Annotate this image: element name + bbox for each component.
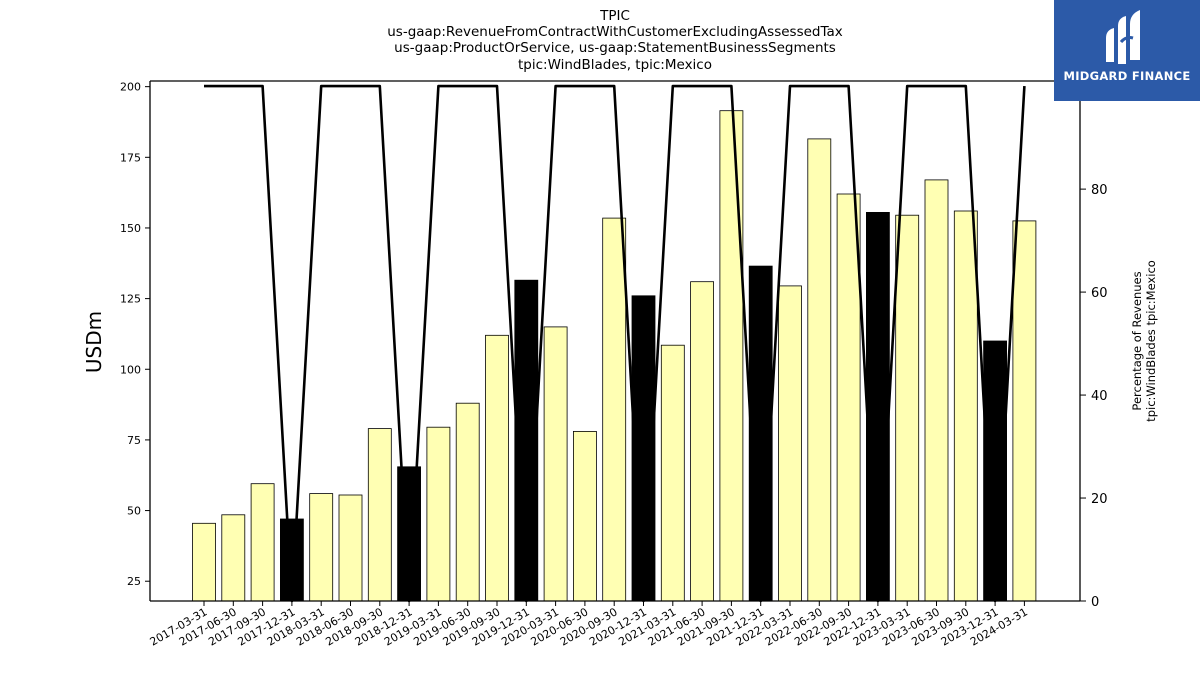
y-tick-label-25: 25 xyxy=(127,575,141,588)
logo-text: MIDGARD FINANCE xyxy=(1063,69,1191,83)
title-line-3: us-gaap:ProductOrService, us-gaap:Statem… xyxy=(394,40,836,56)
bar-2018-06-30 xyxy=(338,494,363,602)
bar-2017-03-31 xyxy=(192,522,216,602)
bars xyxy=(192,110,1037,602)
bar-2022-06-30 xyxy=(807,138,832,602)
bar-2021-06-30 xyxy=(690,281,714,602)
bar-2021-09-30 xyxy=(719,110,744,602)
y-right-tick-label-0: 0 xyxy=(1091,595,1099,610)
logo-mark-icon xyxy=(1106,10,1140,64)
y-tick-label-75: 75 xyxy=(127,434,141,447)
bar-2020-09-30 xyxy=(602,217,627,602)
bar-2020-06-30 xyxy=(573,430,597,602)
bar-2017-09-30 xyxy=(250,483,275,602)
line-layer xyxy=(204,84,1026,603)
bar-2022-12-31 xyxy=(866,211,890,602)
bar-2019-09-30 xyxy=(485,334,509,602)
y-axis-right-label-line-2: tpic:WindBlades tpic:Mexico xyxy=(1144,260,1158,422)
y-right-tick-label-60: 60 xyxy=(1091,286,1108,301)
percentage-line xyxy=(204,84,1026,603)
y-right-tick-label-80: 80 xyxy=(1091,183,1108,198)
y-tick-label-50: 50 xyxy=(127,505,141,518)
bar-2024-03-31 xyxy=(1012,220,1037,602)
y-tick-label-125: 125 xyxy=(120,293,141,306)
bar-2019-06-30 xyxy=(455,402,480,602)
bar-2023-03-31 xyxy=(895,214,920,602)
bar-2018-03-31 xyxy=(309,493,334,602)
title-line-2: us-gaap:RevenueFromContractWithCustomerE… xyxy=(387,24,843,40)
chart-title: TPIC us-gaap:RevenueFromContractWithCust… xyxy=(387,8,843,73)
bar-2019-03-31 xyxy=(426,426,451,602)
bar-2023-09-30 xyxy=(953,210,978,602)
title-line-4: tpic:WindBlades, tpic:Mexico xyxy=(518,57,712,73)
bar-2022-09-30 xyxy=(836,193,861,602)
y-tick-label-100: 100 xyxy=(120,363,141,376)
bar-2020-03-31 xyxy=(543,326,568,602)
y-tick-label-150: 150 xyxy=(120,222,141,235)
y-axis-right-label-line-1: Percentage of Revenues xyxy=(1130,271,1144,410)
bar-2017-06-30 xyxy=(221,514,246,602)
y-right-tick-label-20: 20 xyxy=(1091,492,1108,507)
y-tick-label-175: 175 xyxy=(120,151,141,164)
y-right-tick-label-40: 40 xyxy=(1091,389,1108,404)
y-tick-label-200: 200 xyxy=(120,81,141,94)
bar-2022-03-31 xyxy=(778,285,802,602)
title-line-1: TPIC xyxy=(599,8,630,24)
bar-2021-12-31 xyxy=(748,265,773,602)
y-axis-label: USDm xyxy=(82,311,106,373)
bar-2018-09-30 xyxy=(367,428,392,602)
bar-2023-06-30 xyxy=(924,179,949,602)
bar-2021-03-31 xyxy=(660,344,685,602)
logo: MIDGARD FINANCE xyxy=(1054,0,1200,101)
